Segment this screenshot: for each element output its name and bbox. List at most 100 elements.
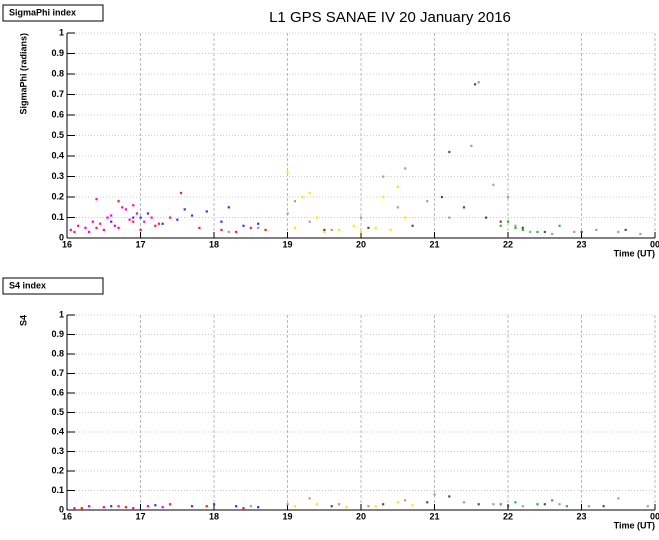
x-axis-label: Time (UT) bbox=[614, 248, 655, 258]
x-axis-label: Time (UT) bbox=[614, 520, 655, 530]
page-title: L1 GPS SANAE IV 20 January 2016 bbox=[269, 9, 511, 26]
y-tick-label: 1 bbox=[59, 27, 64, 37]
y-tick-label: 0.8 bbox=[51, 348, 64, 358]
point bbox=[77, 224, 80, 227]
x-tick-label: 20 bbox=[356, 239, 366, 249]
y-tick-label: 0 bbox=[59, 504, 64, 514]
point bbox=[249, 226, 252, 229]
point bbox=[146, 505, 150, 508]
point bbox=[205, 210, 208, 213]
point bbox=[587, 505, 591, 508]
x-tick-label: 17 bbox=[135, 239, 145, 249]
point bbox=[507, 196, 510, 199]
point bbox=[286, 503, 289, 506]
point bbox=[198, 226, 201, 229]
y-axis-label: SigmaPhi (radians) bbox=[18, 33, 28, 115]
x-tick-label: 16 bbox=[62, 239, 72, 249]
point bbox=[168, 216, 172, 219]
point bbox=[249, 505, 252, 508]
point bbox=[117, 226, 120, 229]
point bbox=[462, 501, 466, 504]
point bbox=[352, 224, 355, 227]
point bbox=[102, 228, 105, 231]
point bbox=[396, 501, 399, 504]
point bbox=[132, 204, 135, 207]
x-tick-label: 22 bbox=[503, 511, 513, 521]
y-tick-label: 0.2 bbox=[51, 191, 64, 201]
point bbox=[646, 505, 649, 508]
point bbox=[110, 505, 113, 508]
point bbox=[190, 505, 194, 508]
point bbox=[124, 208, 127, 211]
point bbox=[143, 220, 146, 223]
point bbox=[88, 230, 91, 234]
point bbox=[293, 226, 297, 229]
point bbox=[411, 224, 414, 227]
x-tick-label: 17 bbox=[135, 511, 145, 521]
point bbox=[235, 505, 238, 508]
point bbox=[242, 224, 245, 227]
point bbox=[139, 216, 142, 219]
x-tick-label: 18 bbox=[209, 239, 219, 249]
point bbox=[543, 503, 546, 506]
y-tick-label: 0.9 bbox=[51, 48, 64, 58]
x-tick-label: 00 bbox=[650, 511, 659, 521]
point bbox=[323, 228, 326, 231]
point bbox=[617, 497, 620, 500]
point bbox=[551, 232, 554, 236]
point bbox=[639, 232, 642, 236]
x-tick-label: 21 bbox=[429, 239, 439, 249]
y-tick-label: 0.6 bbox=[51, 387, 64, 397]
point bbox=[308, 497, 311, 500]
x-tick-label: 23 bbox=[576, 239, 586, 249]
point bbox=[132, 507, 135, 510]
point bbox=[521, 226, 524, 229]
point bbox=[617, 230, 620, 234]
point bbox=[389, 228, 392, 231]
point bbox=[161, 506, 164, 509]
point bbox=[128, 218, 131, 221]
point bbox=[382, 196, 385, 199]
x-tick-label: 20 bbox=[356, 511, 366, 521]
point bbox=[426, 200, 429, 203]
y-tick-label: 0.8 bbox=[51, 68, 64, 78]
point bbox=[135, 212, 139, 215]
x-tick-label: 22 bbox=[503, 239, 513, 249]
point bbox=[154, 504, 157, 507]
point bbox=[99, 222, 102, 225]
point bbox=[286, 171, 289, 174]
point bbox=[227, 230, 230, 234]
point bbox=[161, 222, 164, 225]
point bbox=[139, 228, 142, 231]
point bbox=[330, 505, 333, 508]
x-tick-label: 16 bbox=[62, 511, 72, 521]
point bbox=[220, 228, 223, 231]
point bbox=[190, 214, 194, 217]
point bbox=[360, 216, 363, 219]
point bbox=[507, 220, 510, 223]
point bbox=[257, 222, 260, 225]
point bbox=[507, 505, 510, 508]
point bbox=[80, 507, 83, 510]
y-tick-label: 0.1 bbox=[51, 485, 64, 495]
point bbox=[514, 224, 517, 227]
point bbox=[293, 200, 297, 203]
point bbox=[315, 503, 319, 506]
point bbox=[374, 226, 377, 229]
point bbox=[227, 206, 230, 209]
point bbox=[514, 501, 517, 504]
point bbox=[117, 200, 120, 203]
point bbox=[499, 220, 502, 223]
y-tick-label: 0.5 bbox=[51, 407, 64, 417]
point bbox=[448, 150, 451, 154]
panel-title: SigmaPhi index bbox=[9, 7, 76, 17]
point bbox=[117, 505, 120, 508]
point bbox=[257, 506, 260, 509]
point bbox=[84, 226, 87, 229]
point bbox=[73, 507, 76, 510]
point bbox=[573, 230, 576, 234]
point bbox=[448, 216, 451, 219]
point bbox=[124, 506, 127, 509]
y-tick-label: 0.7 bbox=[51, 89, 64, 99]
